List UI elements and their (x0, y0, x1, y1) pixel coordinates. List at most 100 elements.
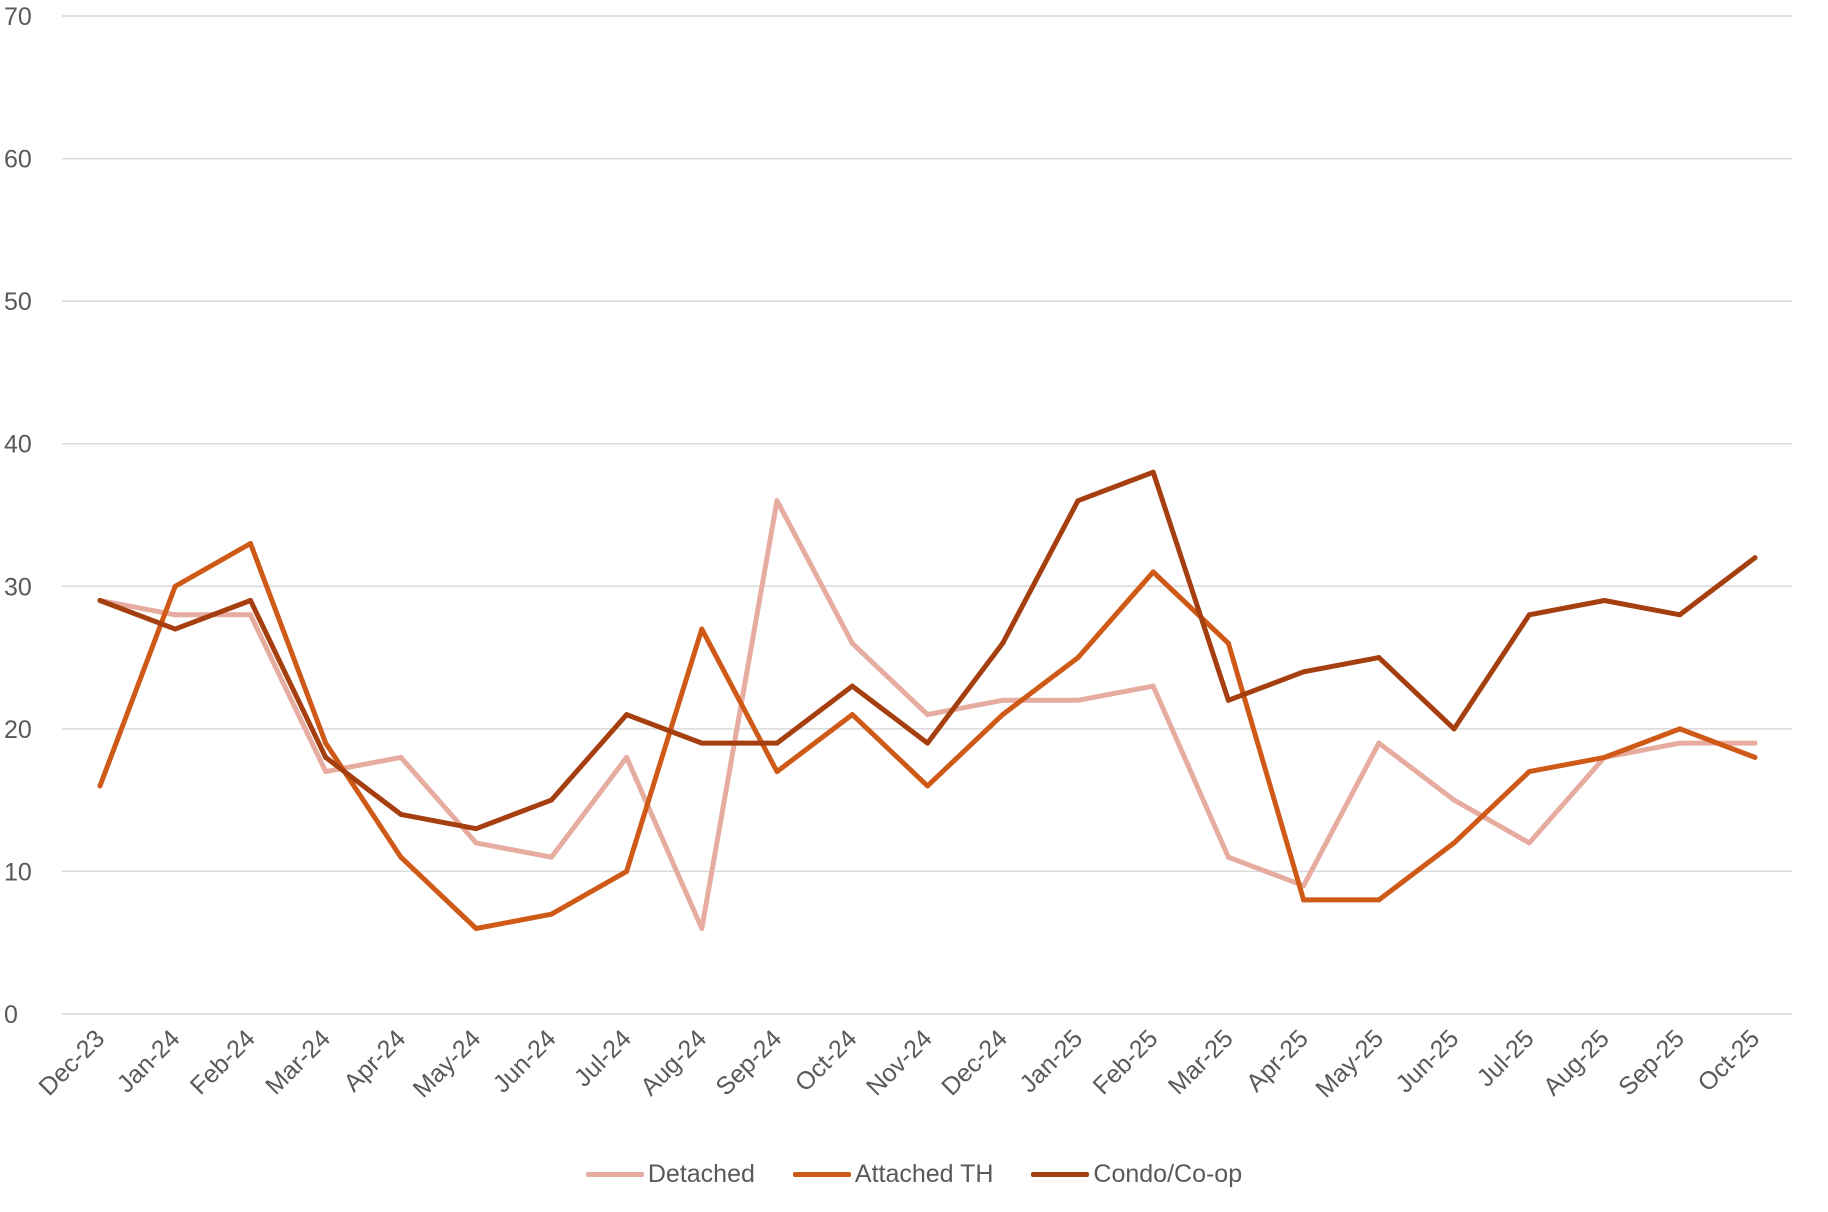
data-point (624, 754, 630, 760)
data-point (1225, 697, 1231, 703)
data-point (1677, 612, 1683, 618)
data-point (1677, 726, 1683, 732)
x-tick-label: May-24 (408, 1024, 487, 1103)
y-tick-label: 40 (4, 431, 32, 459)
series-attached-th (97, 541, 1758, 931)
data-point (398, 854, 404, 860)
data-point (1752, 555, 1758, 561)
data-point (849, 712, 855, 718)
data-point (925, 740, 930, 746)
data-point (473, 925, 479, 931)
data-point (323, 740, 329, 746)
x-tick-label: Oct-25 (1692, 1024, 1765, 1097)
data-point (1075, 498, 1081, 504)
x-tick-label: Jul-24 (569, 1024, 637, 1092)
data-point (1225, 854, 1231, 860)
data-point (473, 840, 479, 846)
y-tick-label: 70 (4, 3, 32, 31)
data-point (1376, 740, 1382, 746)
data-point (1752, 754, 1758, 760)
data-point (849, 640, 855, 646)
x-tick-label: Sep-25 (1613, 1024, 1690, 1101)
data-point (473, 826, 479, 832)
data-point (1376, 897, 1382, 903)
x-tick-label: Apr-24 (338, 1024, 411, 1097)
legend-item: Condo/Co-op (1031, 1160, 1242, 1189)
legend-label: Attached TH (854, 1160, 994, 1188)
data-point (1526, 840, 1532, 846)
x-tick-label: Jan-25 (1014, 1024, 1088, 1098)
data-point (774, 740, 780, 746)
y-tick-label: 20 (4, 716, 32, 744)
series-condo-co-op (97, 469, 1758, 832)
data-point (1000, 712, 1006, 718)
x-tick-label: Jul-25 (1472, 1024, 1540, 1092)
data-point (398, 754, 404, 760)
series-detached (97, 498, 1758, 931)
x-tick-label: Jun-25 (1390, 1024, 1464, 1098)
data-point (1150, 683, 1156, 689)
data-point (1451, 840, 1457, 846)
x-tick-label: Jan-24 (112, 1024, 186, 1098)
data-point (699, 740, 705, 746)
legend-swatch (585, 1172, 644, 1177)
data-point (1451, 726, 1457, 732)
data-point (1376, 655, 1382, 661)
x-tick-label: Nov-24 (861, 1024, 938, 1101)
x-tick-label: Sep-24 (710, 1024, 787, 1101)
data-point (247, 612, 253, 618)
data-point (1752, 740, 1758, 746)
y-tick-label: 10 (4, 858, 32, 886)
legend-item: Detached (585, 1160, 755, 1189)
data-point (699, 626, 705, 632)
data-point (247, 541, 253, 547)
y-tick-label: 30 (4, 573, 32, 601)
x-tick-label: Mar-25 (1163, 1024, 1239, 1100)
data-point (398, 811, 404, 817)
data-point (247, 598, 253, 604)
data-point (624, 712, 630, 718)
legend-label: Condo/Co-op (1093, 1160, 1243, 1188)
data-point (1000, 697, 1006, 703)
x-tick-label: Dec-23 (33, 1024, 110, 1101)
x-tick-label: May-25 (1310, 1024, 1389, 1103)
y-tick-label: 60 (4, 146, 32, 174)
gridlines (62, 15, 1792, 1015)
x-tick-label: Feb-25 (1088, 1024, 1164, 1100)
data-point (1301, 669, 1307, 675)
data-point (925, 712, 930, 718)
data-point (548, 797, 554, 803)
legend-swatch (792, 1172, 851, 1177)
data-point (925, 783, 930, 789)
series-line (97, 469, 1758, 832)
x-tick-label: Jun-24 (488, 1024, 562, 1098)
y-tick-label: 0 (4, 1001, 18, 1029)
legend-swatch (1031, 1172, 1090, 1177)
data-point (172, 626, 178, 632)
legend-label: Detached (647, 1160, 755, 1188)
x-tick-label: Dec-24 (936, 1024, 1013, 1101)
data-point (1451, 797, 1457, 803)
y-axis-tick-labels: 0 10 20 30 40 50 60 70 (4, 3, 32, 1029)
data-point (1526, 612, 1532, 618)
x-tick-label: Mar-24 (260, 1024, 336, 1100)
legend: Detached Attached TH Condo/Co-op (0, 1160, 1828, 1189)
data-point (624, 868, 630, 874)
y-tick-label: 50 (4, 288, 32, 316)
data-point (1301, 897, 1307, 903)
data-point (1150, 469, 1156, 475)
data-point (323, 769, 329, 775)
data-point (1602, 598, 1608, 604)
data-point (849, 683, 855, 689)
data-point (699, 925, 705, 931)
series-lines (97, 469, 1758, 931)
data-point (323, 754, 329, 760)
data-point (1677, 740, 1683, 746)
data-point (172, 612, 178, 618)
x-tick-label: Apr-25 (1241, 1024, 1314, 1097)
data-point (1075, 697, 1081, 703)
data-point (97, 783, 103, 789)
